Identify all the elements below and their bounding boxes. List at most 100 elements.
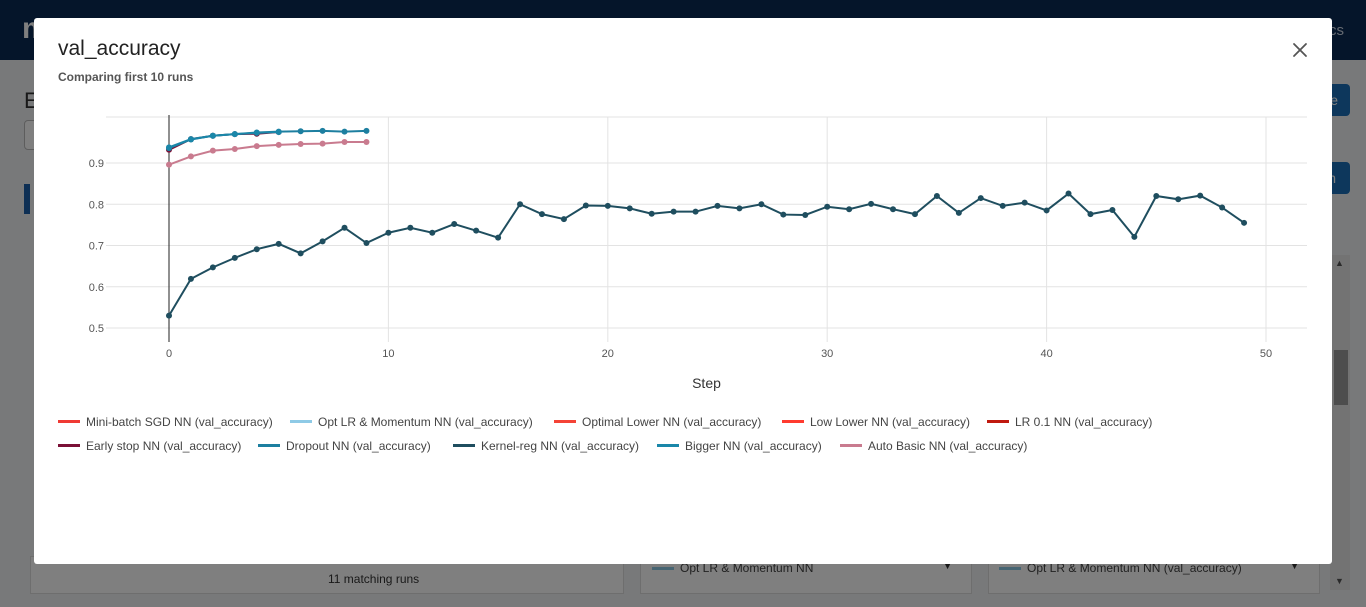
data-point[interactable]	[166, 161, 172, 168]
data-point[interactable]	[648, 210, 655, 217]
data-point[interactable]	[209, 132, 216, 139]
series-group[interactable]	[166, 138, 370, 168]
data-point[interactable]	[582, 202, 589, 209]
data-point[interactable]	[429, 229, 436, 236]
series-line[interactable]	[168, 140, 367, 166]
data-point[interactable]	[1087, 211, 1094, 218]
data-point[interactable]	[253, 246, 260, 253]
legend-swatch	[840, 444, 862, 448]
data-point[interactable]	[231, 254, 238, 261]
data-point[interactable]	[868, 200, 875, 207]
data-point[interactable]	[955, 209, 962, 216]
data-point[interactable]	[1021, 199, 1028, 206]
series-group[interactable]	[166, 129, 282, 151]
data-point[interactable]	[451, 221, 458, 228]
data-point[interactable]	[1175, 196, 1182, 203]
data-point[interactable]	[297, 128, 304, 135]
data-point[interactable]	[209, 147, 216, 154]
data-point[interactable]	[231, 145, 238, 152]
data-point[interactable]	[363, 240, 370, 247]
legend-label: Mini-batch SGD NN (val_accuracy)	[86, 415, 273, 429]
data-point[interactable]	[846, 206, 853, 213]
legend-item[interactable]: Low Lower NN (val_accuracy)	[782, 415, 970, 429]
series-group[interactable]	[166, 190, 1248, 319]
data-point[interactable]	[1043, 207, 1050, 214]
legend-label: Dropout NN (val_accuracy)	[286, 439, 431, 453]
data-point[interactable]	[341, 128, 348, 135]
data-point[interactable]	[363, 138, 370, 145]
val-accuracy-chart[interactable]: 0 10 20 30 40 50 0.5 0.6 0.7 0.8 0.9 Step	[34, 18, 1332, 408]
data-point[interactable]	[1131, 233, 1138, 240]
legend-item[interactable]: Dropout NN (val_accuracy)	[258, 439, 431, 453]
data-point[interactable]	[824, 203, 831, 210]
data-point[interactable]	[802, 211, 809, 218]
legend-item[interactable]: Early stop NN (val_accuracy)	[58, 439, 241, 453]
data-point[interactable]	[187, 136, 194, 143]
data-point[interactable]	[297, 250, 304, 257]
modal-title: val_accuracy	[58, 37, 181, 60]
legend-item[interactable]: LR 0.1 NN (val_accuracy)	[987, 415, 1152, 429]
data-point[interactable]	[890, 206, 897, 213]
data-point[interactable]	[363, 127, 370, 134]
data-point[interactable]	[495, 234, 502, 241]
data-point[interactable]	[253, 129, 260, 136]
legend-label: Auto Basic NN (val_accuracy)	[868, 439, 1028, 453]
y-tick-label: 0.7	[89, 241, 104, 253]
data-point[interactable]	[319, 238, 326, 245]
y-tick-label: 0.6	[89, 282, 104, 294]
legend-item[interactable]: Optimal Lower NN (val_accuracy)	[554, 415, 761, 429]
data-point[interactable]	[187, 153, 194, 160]
data-point[interactable]	[319, 140, 326, 147]
data-point[interactable]	[297, 141, 304, 148]
data-point[interactable]	[275, 129, 282, 136]
data-point[interactable]	[231, 131, 238, 138]
x-tick-label: 30	[821, 348, 833, 360]
data-point[interactable]	[758, 201, 765, 208]
data-point[interactable]	[714, 202, 721, 209]
data-point[interactable]	[670, 208, 677, 215]
data-point[interactable]	[517, 201, 524, 208]
legend-label: Opt LR & Momentum NN (val_accuracy)	[318, 415, 533, 429]
data-point[interactable]	[604, 202, 611, 209]
data-point[interactable]	[473, 227, 480, 234]
data-point[interactable]	[253, 143, 260, 150]
legend-swatch	[782, 420, 804, 424]
data-point[interactable]	[275, 141, 282, 148]
data-point[interactable]	[166, 312, 172, 319]
data-point[interactable]	[1197, 192, 1204, 199]
legend-item[interactable]: Bigger NN (val_accuracy)	[657, 439, 822, 453]
data-point[interactable]	[319, 127, 326, 134]
series-line[interactable]	[168, 131, 279, 149]
data-point[interactable]	[999, 202, 1006, 209]
data-point[interactable]	[538, 211, 545, 218]
data-point[interactable]	[341, 224, 348, 231]
data-point[interactable]	[275, 240, 282, 247]
data-point[interactable]	[626, 205, 633, 212]
data-point[interactable]	[187, 275, 194, 282]
data-point[interactable]	[780, 211, 787, 218]
data-point[interactable]	[977, 195, 984, 202]
chart-series[interactable]	[166, 127, 1248, 319]
data-point[interactable]	[933, 193, 940, 199]
data-point[interactable]	[385, 229, 392, 236]
series-group[interactable]	[166, 127, 370, 152]
data-point[interactable]	[1153, 193, 1160, 199]
data-point[interactable]	[736, 205, 743, 212]
legend-item[interactable]: Auto Basic NN (val_accuracy)	[840, 439, 1027, 453]
data-point[interactable]	[911, 211, 918, 218]
data-point[interactable]	[1241, 219, 1248, 226]
legend-item[interactable]: Opt LR & Momentum NN (val_accuracy)	[290, 415, 533, 429]
legend-item[interactable]: Mini-batch SGD NN (val_accuracy)	[58, 415, 273, 429]
close-icon[interactable]	[1290, 40, 1310, 60]
series-line[interactable]	[168, 192, 1245, 317]
data-point[interactable]	[407, 224, 414, 231]
data-point[interactable]	[1109, 207, 1116, 214]
data-point[interactable]	[209, 264, 216, 271]
data-point[interactable]	[560, 216, 567, 223]
data-point[interactable]	[1219, 204, 1226, 211]
legend-item[interactable]: Kernel-reg NN (val_accuracy)	[453, 439, 639, 453]
data-point[interactable]	[166, 144, 172, 151]
data-point[interactable]	[341, 138, 348, 145]
data-point[interactable]	[692, 208, 699, 215]
data-point[interactable]	[1065, 190, 1072, 197]
